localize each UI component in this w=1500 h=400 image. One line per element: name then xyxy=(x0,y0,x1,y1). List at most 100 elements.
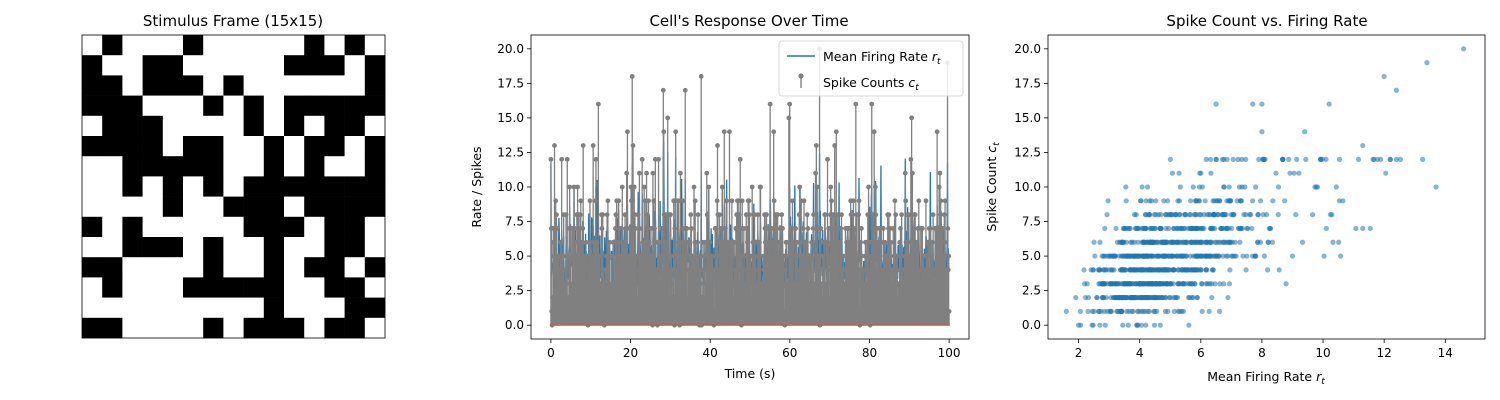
stimulus-cell xyxy=(364,277,386,298)
stimulus-cell xyxy=(203,297,224,319)
spike-count-marker xyxy=(648,281,653,287)
scatter-point xyxy=(1260,212,1266,218)
spike-count-marker xyxy=(604,212,610,218)
spike-count-marker xyxy=(579,267,585,273)
spike-count-marker xyxy=(604,308,610,314)
stimulus-cell xyxy=(304,55,325,76)
stimulus-cell xyxy=(284,55,305,76)
scatter-point xyxy=(1183,212,1189,218)
spike-count-marker xyxy=(771,129,777,135)
scatter-point xyxy=(1225,294,1231,301)
spike-count-marker xyxy=(809,239,814,245)
scatter-point xyxy=(1321,253,1327,259)
spike-count-marker xyxy=(629,74,635,79)
stimulus-cell xyxy=(203,75,224,96)
spike-count-marker xyxy=(694,281,700,287)
spike-count-marker xyxy=(636,170,642,176)
stimulus-cell xyxy=(142,156,164,177)
spike-count-marker xyxy=(927,295,933,300)
spike-count-marker xyxy=(724,198,730,204)
spike-count-marker xyxy=(600,212,606,218)
scatter-point xyxy=(1180,267,1186,273)
stimulus-cell xyxy=(344,277,366,298)
scatter-point xyxy=(1123,225,1129,232)
spike-count-marker xyxy=(593,156,599,162)
stimulus-cell xyxy=(243,95,265,117)
spike-count-marker xyxy=(666,295,672,300)
spike-count-marker xyxy=(863,267,869,273)
scatter-point xyxy=(1165,308,1171,314)
scatter-point xyxy=(1141,239,1147,245)
scatter-point xyxy=(1106,267,1112,273)
stimulus-cell xyxy=(122,156,143,177)
spike-count-marker xyxy=(552,143,557,148)
stimulus-cell xyxy=(263,196,285,218)
spike-count-marker xyxy=(818,226,824,231)
scatter-ytick-label: 0.0 xyxy=(1022,318,1041,332)
stimulus-cell xyxy=(183,115,204,137)
spike-count-marker xyxy=(891,267,897,273)
legend-entry-rate: Mean Firing Rate rt xyxy=(823,49,941,67)
spike-count-marker xyxy=(937,170,943,176)
scatter-point xyxy=(1221,184,1227,190)
scatter-point xyxy=(1188,225,1194,232)
scatter-point xyxy=(1244,253,1250,259)
scatter-point xyxy=(1211,198,1218,204)
spike-count-marker xyxy=(549,308,555,314)
scatter-point xyxy=(1227,267,1233,273)
spike-count-marker xyxy=(916,198,922,204)
scatter-point xyxy=(1203,239,1210,245)
spike-count-marker xyxy=(749,184,755,190)
spike-count-marker xyxy=(571,308,577,314)
scatter-point xyxy=(1105,198,1111,204)
spike-count-marker xyxy=(629,267,635,273)
scatter-point xyxy=(1220,253,1226,259)
scatter-point xyxy=(1287,170,1293,176)
spike-count-marker xyxy=(755,212,761,218)
spike-count-marker xyxy=(616,295,622,300)
scatter-point xyxy=(1193,212,1199,218)
spike-count-marker xyxy=(895,295,901,300)
spike-count-marker xyxy=(843,253,849,259)
spike-count-marker xyxy=(709,281,715,287)
scatter-point xyxy=(1198,225,1204,232)
stimulus-cell xyxy=(364,95,386,117)
stimulus-cell xyxy=(364,317,386,339)
stimulus-cell xyxy=(223,257,244,278)
spike-count-marker xyxy=(766,295,772,300)
scatter-point xyxy=(1194,253,1200,259)
scatter-point xyxy=(1188,198,1194,204)
response-title: Cell's Response Over Time xyxy=(649,12,848,30)
stimulus-cell xyxy=(243,257,265,278)
stimulus-cell xyxy=(304,156,325,177)
spike-count-marker xyxy=(853,101,859,107)
scatter-point xyxy=(1216,253,1222,259)
spike-count-marker xyxy=(746,198,752,204)
spike-count-marker xyxy=(594,239,600,245)
spike-count-marker xyxy=(731,239,737,245)
spike-count-marker xyxy=(639,156,645,162)
stimulus-cell xyxy=(102,75,123,96)
spike-count-marker xyxy=(676,198,681,204)
stimulus-cell xyxy=(82,115,103,137)
spike-count-marker xyxy=(649,267,655,273)
stimulus-cell xyxy=(364,156,386,177)
spike-count-marker xyxy=(640,267,645,273)
spike-count-marker xyxy=(901,281,907,287)
spike-count-marker xyxy=(617,253,623,259)
scatter-point xyxy=(1227,198,1233,204)
scatter-xtick-label: 2 xyxy=(1075,346,1083,360)
stimulus-cell xyxy=(203,115,224,137)
stimulus-cell xyxy=(263,35,285,56)
scatter-point xyxy=(1242,184,1248,190)
spike-count-marker xyxy=(592,308,598,314)
spike-count-marker xyxy=(814,184,820,190)
scatter-point xyxy=(1206,308,1212,314)
stimulus-cell xyxy=(142,257,164,278)
stimulus-cell xyxy=(102,115,123,137)
stimulus-cell xyxy=(122,237,143,258)
scatter-point xyxy=(1289,253,1296,259)
spike-count-marker xyxy=(780,226,785,231)
scatter-point xyxy=(1336,239,1342,245)
stimulus-cell xyxy=(82,237,103,258)
